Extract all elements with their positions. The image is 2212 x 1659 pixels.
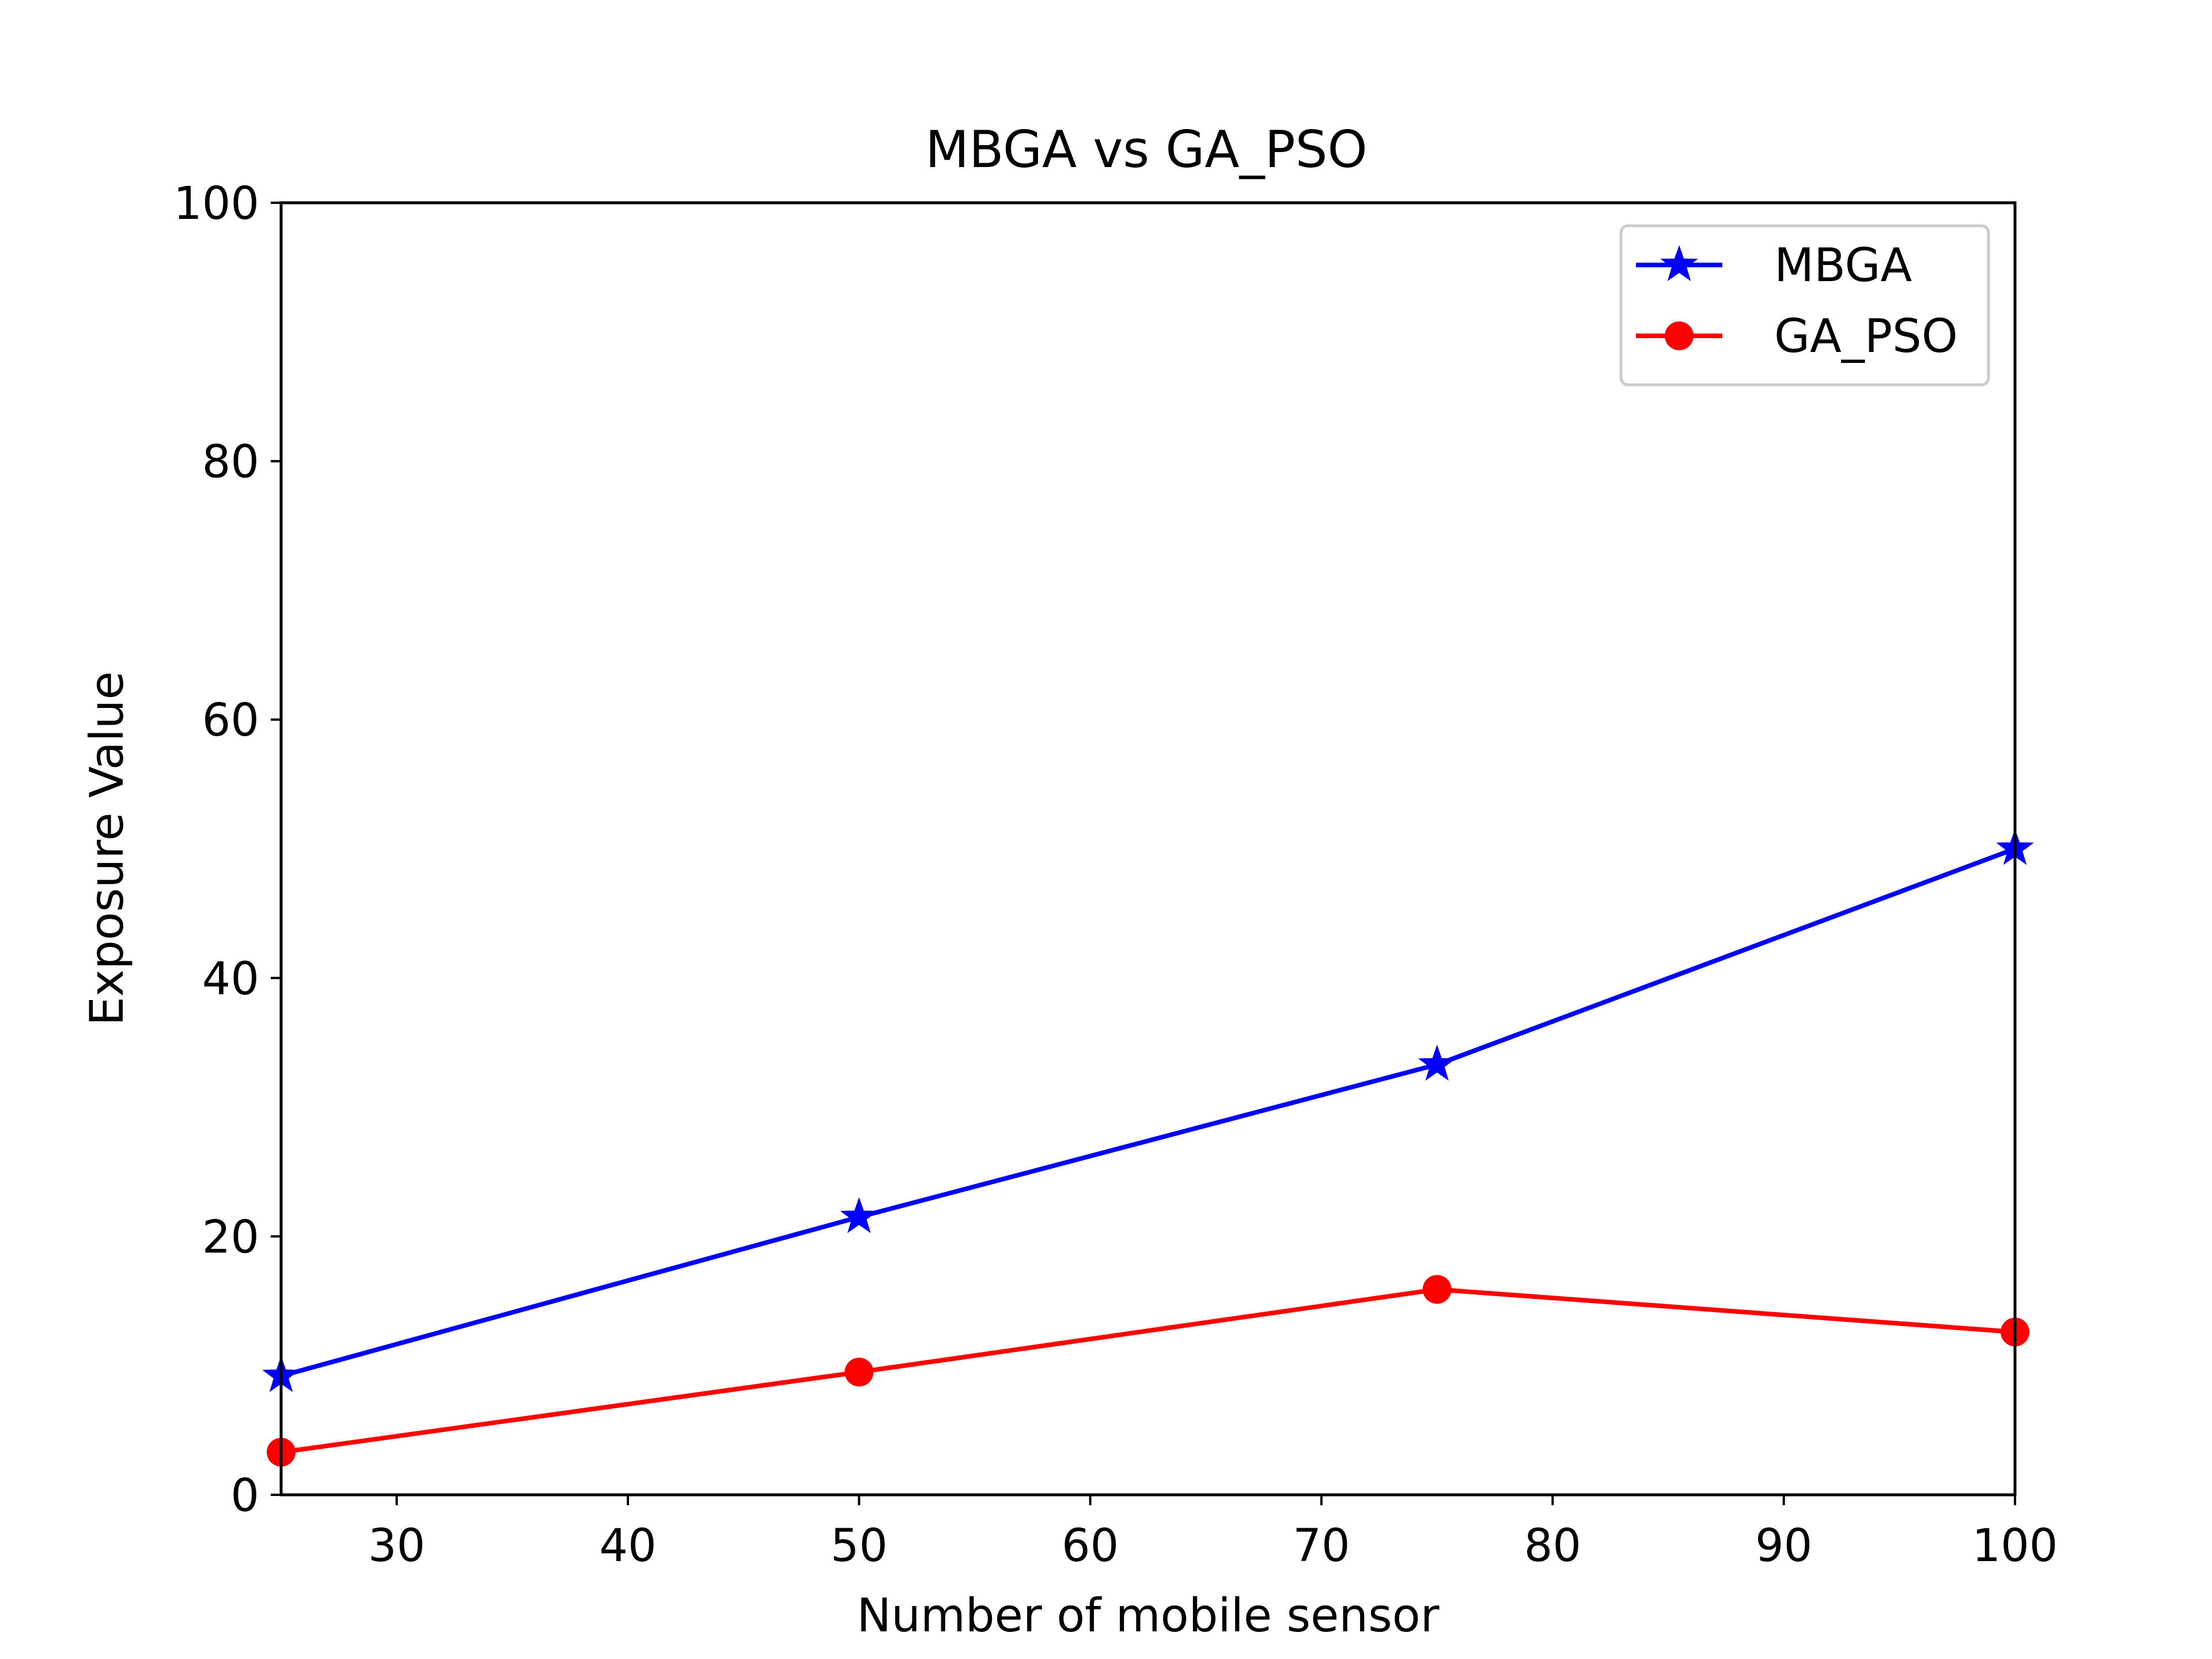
legend-label-ga-pso: GA_PSO xyxy=(1774,309,1958,363)
x-tick-label: 60 xyxy=(1062,1520,1119,1572)
series-line-ga-pso xyxy=(281,1287,2016,1455)
legend-marker-mbga xyxy=(1660,245,1698,282)
y-tick-label: 40 xyxy=(202,953,259,1005)
x-tick-label: 50 xyxy=(831,1520,888,1572)
series-line-mbga xyxy=(280,846,2016,1378)
y-tick-label: 80 xyxy=(202,437,259,488)
data-point-mbga xyxy=(840,1197,878,1233)
x-tick-label: 70 xyxy=(1293,1520,1350,1572)
plot-frame xyxy=(279,201,2017,1497)
y-tick-label: 100 xyxy=(173,178,259,230)
legend: MBGA GA_PSO xyxy=(1619,224,1990,387)
y-axis-label: Exposure Value xyxy=(80,671,134,1025)
data-point-ga-pso xyxy=(1422,1275,1452,1304)
chart-title: MBGA vs GA_PSO xyxy=(925,120,1368,179)
y-tick-label: 20 xyxy=(202,1211,259,1263)
y-tick-label: 0 xyxy=(230,1470,259,1522)
x-axis-label: Number of mobile sensor xyxy=(857,1589,1439,1642)
axis-ticks: 30 40 50 60 70 80 90 100 0 20 40 60 80 100 xyxy=(173,178,2058,1572)
x-tick-label: 100 xyxy=(1972,1520,2058,1572)
data-point-mbga xyxy=(1418,1044,1456,1081)
legend-marker-ga-pso xyxy=(1665,321,1694,350)
data-point-ga-pso xyxy=(844,1357,874,1387)
series-lines xyxy=(262,828,2034,1467)
x-tick-label: 90 xyxy=(1755,1520,1812,1572)
y-tick-label: 60 xyxy=(202,695,259,747)
x-tick-label: 80 xyxy=(1524,1520,1581,1572)
x-tick-label: 30 xyxy=(368,1520,425,1572)
legend-label-mbga: MBGA xyxy=(1774,238,1912,292)
x-tick-label: 40 xyxy=(599,1520,656,1572)
